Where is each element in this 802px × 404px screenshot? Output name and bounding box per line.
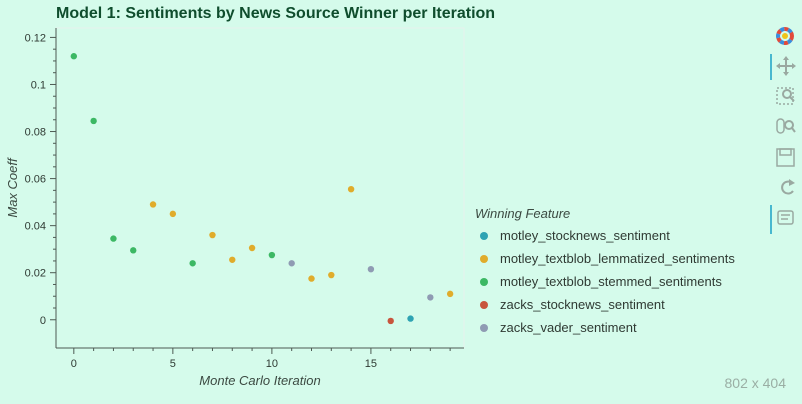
data-point xyxy=(110,235,117,242)
y-tick-label: 0.02 xyxy=(25,268,46,280)
data-point xyxy=(229,256,236,263)
y-axis-label: Max Coeff xyxy=(5,157,20,218)
y-ticks: 0 0.02 0.04 0.06 0.08 0.1 0.12 xyxy=(25,32,56,327)
pan-icon[interactable] xyxy=(770,54,796,80)
y-tick-label: 0.04 xyxy=(25,221,46,233)
x-tick-label: 0 xyxy=(71,358,77,370)
plot-frame xyxy=(55,27,465,349)
y-tick-label: 0.06 xyxy=(25,174,46,186)
chart-title: Model 1: Sentiments by News Source Winne… xyxy=(56,5,495,22)
data-point xyxy=(209,231,216,239)
data-point xyxy=(90,117,97,125)
x-tick-label: 15 xyxy=(365,358,377,370)
data-point xyxy=(387,317,394,325)
legend-label: zacks_vader_sentiment xyxy=(500,320,637,335)
toolbar xyxy=(770,27,796,234)
data-point xyxy=(367,265,375,273)
data-point xyxy=(328,271,335,279)
legend-title: Winning Feature xyxy=(475,206,570,221)
save-icon[interactable] xyxy=(776,148,795,167)
data-point xyxy=(288,260,295,267)
data-point xyxy=(427,294,434,301)
reset-icon[interactable] xyxy=(781,179,795,195)
legend-label: motley_stocknews_sentiment xyxy=(500,228,670,243)
legend: Winning Feature motley_stocknews_sentime… xyxy=(475,206,735,335)
data-point xyxy=(169,210,177,218)
wheel-zoom-icon[interactable] xyxy=(776,118,796,134)
y-tick-label: 0.08 xyxy=(25,127,46,139)
data-point xyxy=(130,247,137,254)
legend-marker xyxy=(480,301,488,309)
legend-marker xyxy=(480,232,488,240)
legend-marker xyxy=(480,324,488,332)
legend-label: zacks_stocknews_sentiment xyxy=(500,297,665,312)
box-zoom-icon[interactable] xyxy=(776,87,795,105)
hover-icon[interactable] xyxy=(770,205,794,234)
canvas-size-label: 802 x 404 xyxy=(725,375,787,391)
data-point xyxy=(308,275,315,282)
data-point xyxy=(268,251,276,259)
data-point xyxy=(347,185,355,193)
bokeh-logo-icon[interactable] xyxy=(776,27,794,45)
legend-marker xyxy=(480,255,488,263)
data-point xyxy=(70,53,78,60)
legend-marker xyxy=(480,278,488,286)
x-ticks: 0 5 10 15 xyxy=(71,348,451,370)
data-point xyxy=(149,201,157,208)
plot-area[interactable]: 0 0.02 0.04 0.06 0.08 0.1 0.12 0 5 10 15 xyxy=(25,27,465,370)
data-point xyxy=(248,244,256,252)
x-axis-label: Monte Carlo Iteration xyxy=(199,373,320,388)
x-tick-label: 5 xyxy=(170,358,176,370)
y-tick-label: 0.1 xyxy=(31,79,46,91)
y-tick-label: 0 xyxy=(40,315,46,327)
scatter-points xyxy=(70,53,454,325)
y-tick-label: 0.12 xyxy=(25,32,46,44)
data-point xyxy=(407,315,414,322)
data-point xyxy=(446,290,454,298)
legend-label: motley_textblob_lemmatized_sentiments xyxy=(500,251,735,266)
x-tick-label: 10 xyxy=(266,358,278,370)
data-point xyxy=(189,260,196,267)
legend-label: motley_textblob_stemmed_sentiments xyxy=(500,274,722,289)
